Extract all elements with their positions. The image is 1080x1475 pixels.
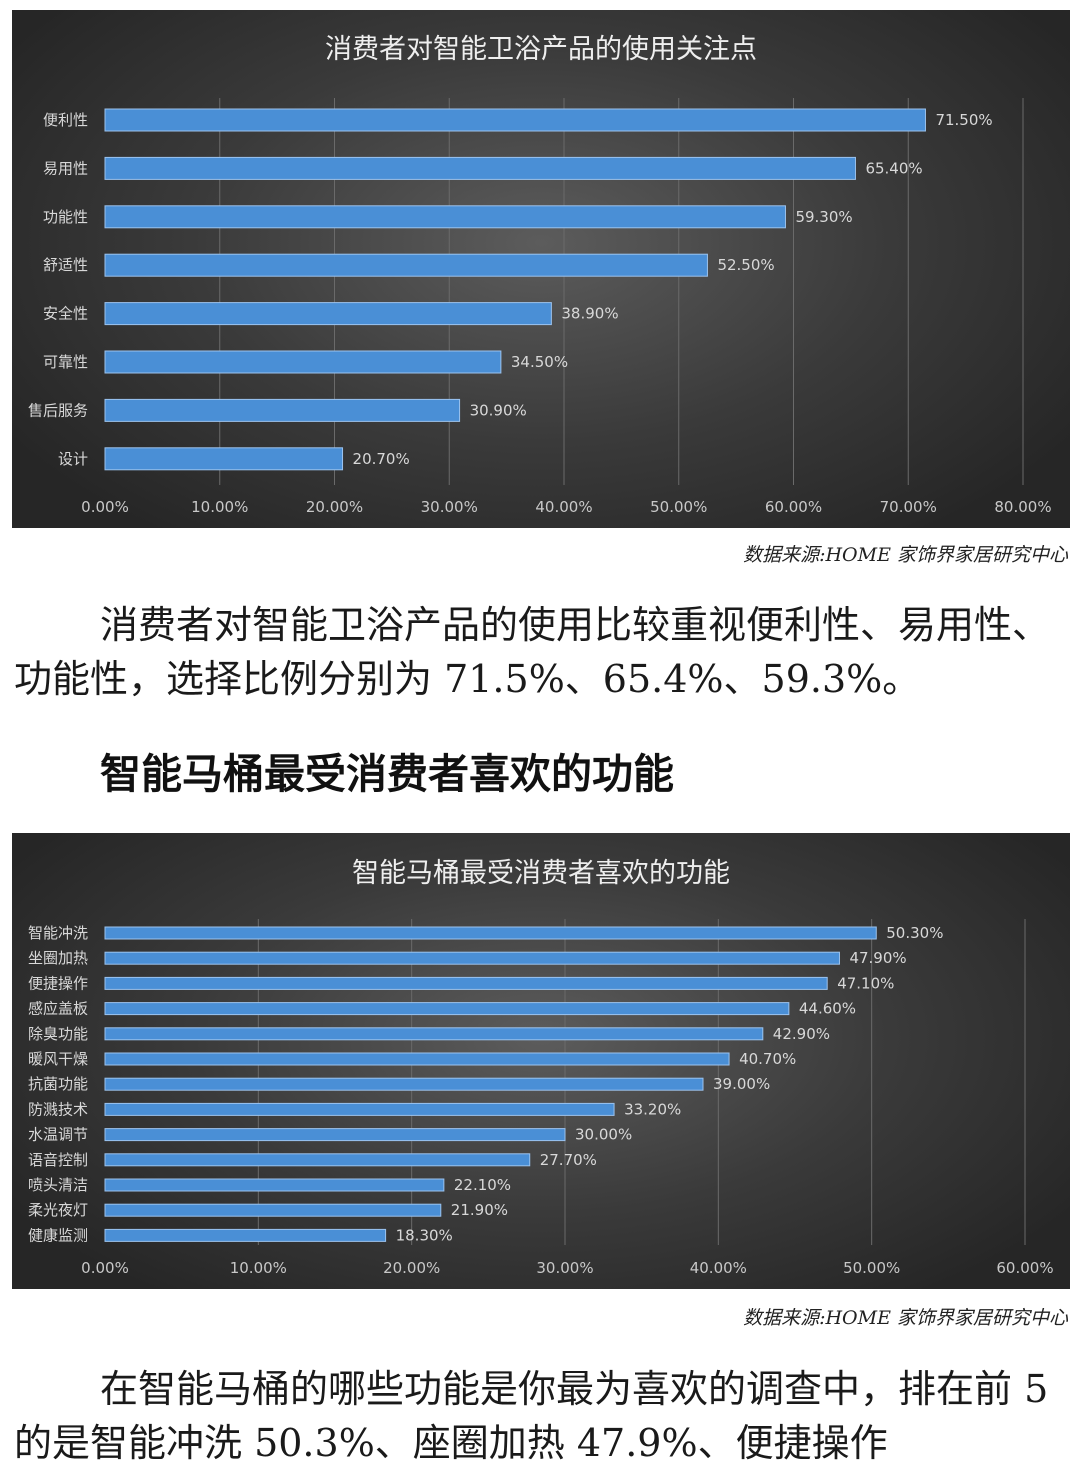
value-label: 20.70% bbox=[353, 450, 410, 468]
x-tick-label: 30.00% bbox=[536, 1259, 593, 1277]
bar bbox=[104, 1203, 442, 1217]
category-label: 坐圈加热 bbox=[28, 949, 88, 967]
section-heading: 智能马桶最受消费者喜欢的功能 bbox=[100, 750, 674, 798]
bar bbox=[104, 1077, 704, 1091]
value-label: 18.30% bbox=[396, 1226, 453, 1244]
bar bbox=[104, 447, 344, 471]
bar bbox=[104, 1128, 566, 1142]
x-tick-label: 0.00% bbox=[81, 498, 129, 516]
bar bbox=[104, 1228, 387, 1242]
value-label: 44.60% bbox=[799, 1000, 856, 1018]
category-label: 智能冲洗 bbox=[28, 924, 88, 942]
bar bbox=[104, 1027, 764, 1041]
value-label: 71.50% bbox=[935, 111, 992, 129]
bar bbox=[104, 1052, 730, 1066]
value-label: 47.90% bbox=[849, 949, 906, 967]
bar bbox=[104, 253, 708, 277]
bar bbox=[104, 205, 786, 229]
x-tick-label: 60.00% bbox=[996, 1259, 1053, 1277]
category-label: 设计 bbox=[58, 450, 88, 468]
category-label: 安全性 bbox=[43, 305, 88, 323]
value-label: 34.50% bbox=[511, 353, 568, 371]
chart-title: 智能马桶最受消费者喜欢的功能 bbox=[352, 858, 730, 889]
chart2-source-note: 数据来源:HOME 家饰界家居研究中心 bbox=[743, 1307, 1068, 1329]
x-tick-label: 0.00% bbox=[81, 1259, 129, 1277]
x-tick-label: 80.00% bbox=[994, 498, 1051, 516]
x-tick-label: 10.00% bbox=[191, 498, 248, 516]
value-label: 33.20% bbox=[624, 1100, 681, 1118]
value-label: 38.90% bbox=[561, 305, 618, 323]
value-label: 30.90% bbox=[470, 401, 527, 419]
category-label: 可靠性 bbox=[43, 353, 88, 371]
bar bbox=[104, 1102, 615, 1116]
x-tick-label: 30.00% bbox=[421, 498, 478, 516]
bar bbox=[104, 951, 840, 965]
category-label: 易用性 bbox=[43, 159, 88, 177]
bar bbox=[104, 1178, 445, 1192]
value-label: 65.40% bbox=[865, 159, 922, 177]
bar bbox=[104, 976, 828, 990]
category-label: 语音控制 bbox=[28, 1151, 88, 1169]
category-label: 舒适性 bbox=[43, 256, 88, 274]
value-label: 27.70% bbox=[540, 1151, 597, 1169]
value-label: 39.00% bbox=[713, 1075, 770, 1093]
paragraph-features-summary: 在智能马桶的哪些功能是你最为喜欢的调查中，排在前 5 的是智能冲洗 50.3%、… bbox=[14, 1362, 1069, 1470]
chart1-source-note: 数据来源:HOME 家饰界家居研究中心 bbox=[743, 544, 1068, 566]
bar bbox=[104, 398, 461, 422]
x-tick-label: 20.00% bbox=[306, 498, 363, 516]
value-label: 59.30% bbox=[795, 208, 852, 226]
category-label: 喷头清洁 bbox=[28, 1176, 88, 1194]
category-label: 健康监测 bbox=[28, 1226, 88, 1244]
category-label: 功能性 bbox=[43, 208, 88, 226]
x-tick-label: 40.00% bbox=[690, 1259, 747, 1277]
x-tick-label: 20.00% bbox=[383, 1259, 440, 1277]
x-tick-label: 70.00% bbox=[880, 498, 937, 516]
category-label: 防溅技术 bbox=[28, 1100, 88, 1118]
category-label: 便利性 bbox=[43, 111, 88, 129]
value-label: 21.90% bbox=[451, 1201, 508, 1219]
value-label: 47.10% bbox=[837, 974, 894, 992]
category-label: 感应盖板 bbox=[28, 1000, 88, 1018]
value-label: 52.50% bbox=[717, 256, 774, 274]
chart-title: 消费者对智能卫浴产品的使用关注点 bbox=[325, 34, 757, 65]
chart-consumer-concerns: 消费者对智能卫浴产品的使用关注点 0.00% 10.00% 20.00% 30.00% 4… bbox=[12, 10, 1070, 528]
chart-favorite-features: 智能马桶最受消费者喜欢的功能 0.00% 10.00% 20.00% 30.00% 40.… bbox=[12, 833, 1070, 1289]
category-label: 除臭功能 bbox=[28, 1025, 88, 1043]
value-label: 22.10% bbox=[454, 1176, 511, 1194]
value-label: 42.90% bbox=[773, 1025, 830, 1043]
value-label: 50.30% bbox=[886, 924, 943, 942]
value-label: 30.00% bbox=[575, 1126, 632, 1144]
paragraph-concerns-text: 消费者对智能卫浴产品的使用比较重视便利性、易用性、功能性，选择比例分别为 71.… bbox=[14, 603, 1051, 701]
x-tick-label: 60.00% bbox=[765, 498, 822, 516]
x-tick-label: 50.00% bbox=[650, 498, 707, 516]
bar bbox=[104, 1002, 790, 1016]
category-label: 售后服务 bbox=[28, 401, 88, 419]
bar bbox=[104, 350, 502, 374]
bar bbox=[104, 926, 877, 940]
category-label: 抗菌功能 bbox=[28, 1075, 88, 1093]
chart-consumer-concerns-svg: 消费者对智能卫浴产品的使用关注点 0.00% 10.00% 20.00% 30.00% 4… bbox=[28, 34, 1052, 516]
category-label: 水温调节 bbox=[28, 1126, 88, 1144]
bar bbox=[104, 108, 926, 132]
category-label: 暖风干燥 bbox=[28, 1050, 88, 1068]
category-label: 便捷操作 bbox=[28, 974, 88, 992]
paragraph-features-text: 在智能马桶的哪些功能是你最为喜欢的调查中，排在前 5 的是智能冲洗 50.3%、… bbox=[14, 1367, 1049, 1465]
x-tick-label: 40.00% bbox=[535, 498, 592, 516]
x-tick-label: 50.00% bbox=[843, 1259, 900, 1277]
bar bbox=[104, 1153, 531, 1167]
chart-favorite-features-svg: 智能马桶最受消费者喜欢的功能 0.00% 10.00% 20.00% 30.00% 40.… bbox=[28, 858, 1054, 1277]
bar bbox=[104, 156, 856, 180]
value-label: 40.70% bbox=[739, 1050, 796, 1068]
category-label: 柔光夜灯 bbox=[28, 1201, 88, 1219]
paragraph-concerns-summary: 消费者对智能卫浴产品的使用比较重视便利性、易用性、功能性，选择比例分别为 71.… bbox=[14, 598, 1069, 706]
bar bbox=[104, 302, 552, 326]
x-tick-label: 10.00% bbox=[230, 1259, 287, 1277]
